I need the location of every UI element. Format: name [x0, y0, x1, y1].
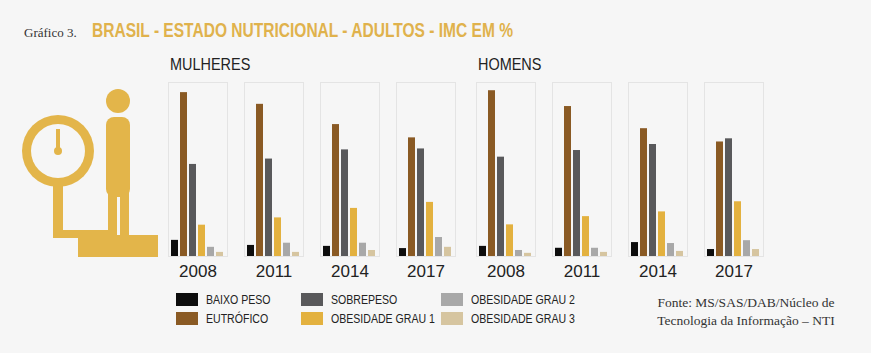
html-text:OBESIDADE GRAU 1: OBESIDADE GRAU 1 [331, 311, 435, 326]
html-text:BAIXO PESO: BAIXO PESO [206, 292, 271, 307]
html-text:OBESIDADE GRAU 3: OBESIDADE GRAU 3 [471, 311, 575, 326]
svg-text:2017: 2017 [715, 262, 753, 281]
svg-text:2008: 2008 [179, 262, 217, 281]
svg-text:2008: 2008 [487, 262, 525, 281]
svg-text:2014: 2014 [331, 262, 369, 281]
html-text:EUTRÓFICO: EUTRÓFICO [206, 311, 269, 326]
html-text:MULHERES: MULHERES [170, 55, 251, 74]
html-text:BRASIL - ESTADO NUTRICIONAL -: BRASIL - ESTADO NUTRICIONAL - ADULTOS - … [92, 18, 513, 41]
html-text:OBESIDADE GRAU 2: OBESIDADE GRAU 2 [471, 292, 575, 307]
html-text:HOMENS: HOMENS [478, 55, 542, 74]
svg-text:2014: 2014 [639, 262, 677, 281]
svg-text:2011: 2011 [564, 262, 601, 281]
html-text:Fonte: MS/SAS/DAB/Núcleo de Te: Fonte: MS/SAS/DAB/Núcleo de Tecnologia d… [657, 295, 835, 328]
html-text:SOBREPESO: SOBREPESO [331, 292, 398, 307]
html-text:Gráfico 3.: Gráfico 3. [24, 25, 77, 40]
svg-text:2011: 2011 [256, 262, 293, 281]
svg-text:2017: 2017 [407, 262, 445, 281]
